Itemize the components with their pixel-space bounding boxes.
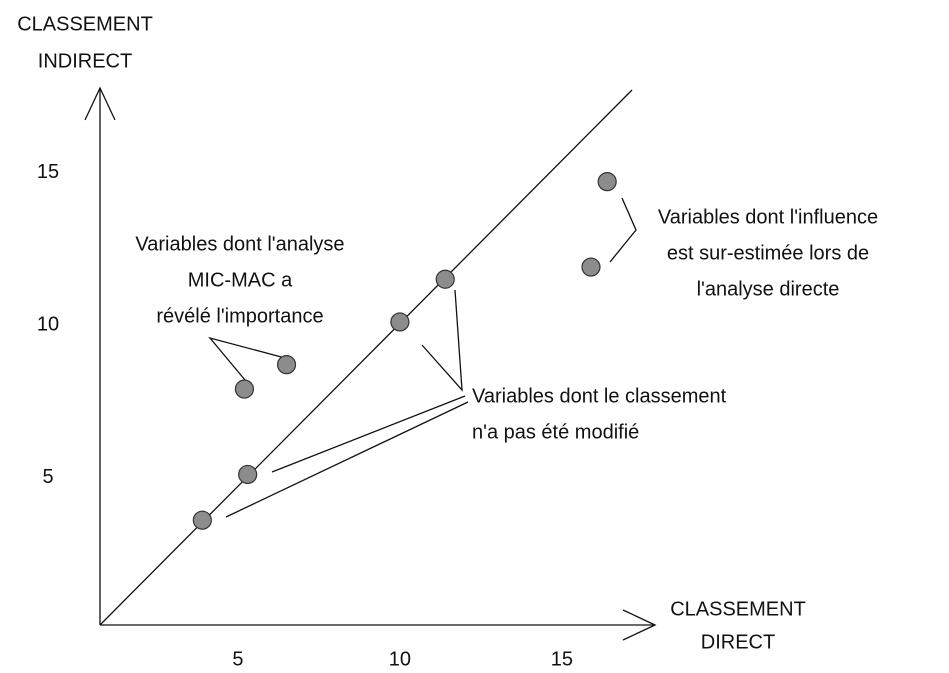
leader (208, 336, 286, 381)
leader (225, 401, 469, 518)
x-axis-label: DIRECT (701, 631, 775, 653)
point (192, 510, 212, 530)
point (597, 172, 617, 192)
y-tick-label: 10 (37, 313, 59, 335)
y-axis-label: CLASSEMENT (17, 13, 153, 35)
point (390, 312, 410, 332)
annotation: n'a pas été modifié (472, 421, 639, 443)
x-tick-label: 15 (551, 648, 573, 670)
axes (84, 86, 657, 641)
annotation: Variables dont le classement (472, 385, 727, 407)
annotation: est sur-estimée lors de (667, 242, 869, 264)
diagonal (99, 89, 633, 626)
y-axis-arrow (84, 86, 116, 121)
point (276, 355, 297, 375)
y-tick-label: 5 (42, 466, 53, 488)
annotation: l'analyse directe (697, 278, 840, 300)
leader (271, 395, 466, 473)
point (435, 269, 455, 289)
point (234, 379, 255, 399)
point (581, 257, 601, 277)
x-tick-label: 5 (232, 648, 243, 670)
y-axis-label: INDIRECT (38, 50, 132, 72)
point (238, 464, 258, 485)
annotation: MIC-MAC a (188, 269, 293, 291)
annotation: révélé l'importance (156, 305, 323, 327)
leaders (208, 197, 637, 518)
annotation: Variables dont l'analyse (135, 233, 344, 255)
leader (609, 197, 637, 263)
y-tick-label: 15 (37, 161, 59, 183)
leader (421, 289, 463, 392)
x-axis-label: CLASSEMENT (670, 598, 806, 620)
x-tick-label: 10 (389, 648, 411, 670)
x-axis-arrow (622, 609, 657, 641)
annotation: Variables dont l'influence (658, 206, 878, 228)
